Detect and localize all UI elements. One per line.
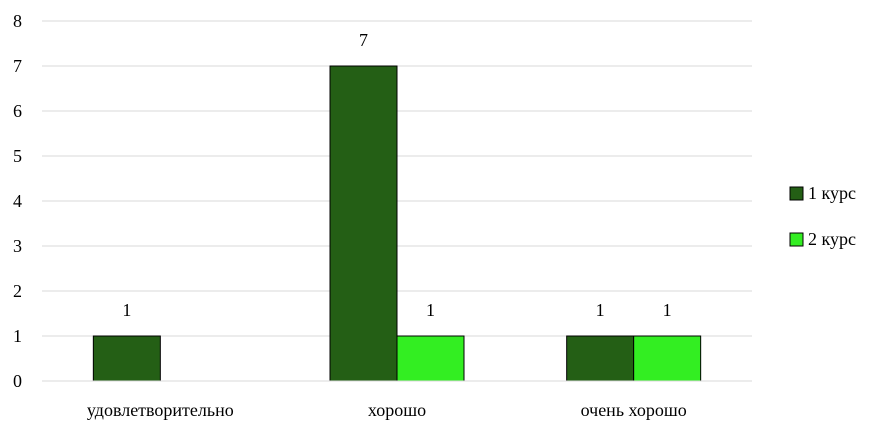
- bars: [92, 65, 702, 382]
- legend-swatch-1: [789, 186, 804, 201]
- y-tick-label-3: 3: [13, 236, 22, 256]
- legend-label-2: 2 курс: [808, 229, 856, 249]
- data-label-1-2: 7: [359, 30, 368, 50]
- y-tick-label-6: 6: [13, 101, 22, 121]
- legend: 1 курс 2 курс: [789, 183, 856, 249]
- legend-swatch-2: [789, 232, 804, 247]
- legend-label-1: 1 курс: [808, 183, 856, 203]
- y-tick-label-2: 2: [13, 281, 22, 301]
- y-tick-label-1: 1: [13, 326, 22, 346]
- x-tick-label-3: очень хорошо: [581, 400, 687, 420]
- bar-1-2: [329, 65, 398, 382]
- y-tick-label-8: 8: [13, 11, 22, 31]
- data-label-2-3: 1: [663, 300, 672, 320]
- x-tick-label-2: хорошо: [368, 400, 426, 420]
- bar-2-3: [633, 335, 702, 382]
- data-label-1-1: 1: [122, 300, 131, 320]
- data-labels: 1 7 1 1 1: [122, 30, 671, 320]
- data-label-1-3: 1: [596, 300, 605, 320]
- y-tick-label-4: 4: [13, 191, 22, 211]
- bar-2-2: [396, 335, 465, 382]
- x-tick-label-1: удовлетворительно: [87, 400, 234, 420]
- bar-1-1: [92, 335, 161, 382]
- x-axis: удовлетворительно хорошо очень хорошо: [42, 380, 752, 420]
- y-tick-label-5: 5: [13, 146, 22, 166]
- y-tick-label-0: 0: [13, 371, 22, 391]
- y-tick-label-7: 7: [13, 56, 22, 76]
- data-label-2-2: 1: [426, 300, 435, 320]
- bar-1-3: [566, 335, 635, 382]
- y-axis-tick-labels: 0 1 2 3 4 5 6 7 8: [13, 11, 22, 391]
